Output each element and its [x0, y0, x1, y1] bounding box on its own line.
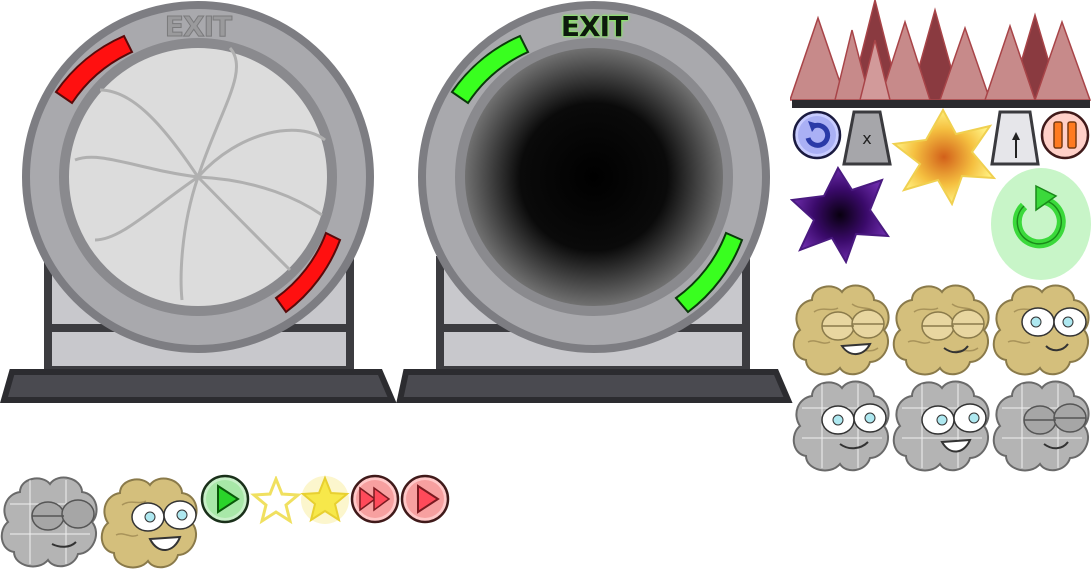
pause-button[interactable]	[1040, 110, 1090, 160]
fast-forward-button[interactable]	[350, 474, 400, 524]
restart-blue-button[interactable]	[792, 110, 842, 160]
spike-trap-icon	[790, 0, 1092, 110]
bucket-arrow-icon	[990, 110, 1040, 166]
brain-character-gray-sleepy	[992, 378, 1092, 474]
bucket-x-icon: x	[842, 110, 892, 166]
play-button[interactable]	[200, 474, 250, 524]
exit-portal-closed: EXIT	[0, 0, 400, 410]
exit-portal-open: EXIT	[396, 0, 796, 410]
brain-character-awake	[992, 282, 1092, 378]
brain-character-tan-happy	[100, 474, 200, 572]
restart-button[interactable]	[990, 166, 1092, 282]
exit-label-closed: EXIT	[164, 10, 232, 44]
vortex-purple-icon	[790, 166, 890, 264]
svg-text:x: x	[862, 129, 871, 148]
brain-character-sleepy	[792, 282, 892, 378]
brain-character-gray-happy	[892, 378, 992, 474]
brain-character-gray	[792, 378, 892, 474]
vortex-yellow-icon	[890, 108, 996, 206]
exit-label-open: EXIT	[560, 10, 628, 43]
star-outline-icon	[250, 476, 302, 526]
star-filled-icon	[298, 474, 352, 526]
brain-character-sleepy-2	[892, 282, 992, 378]
next-button[interactable]	[400, 474, 450, 524]
brain-character-gray-small	[0, 474, 100, 570]
